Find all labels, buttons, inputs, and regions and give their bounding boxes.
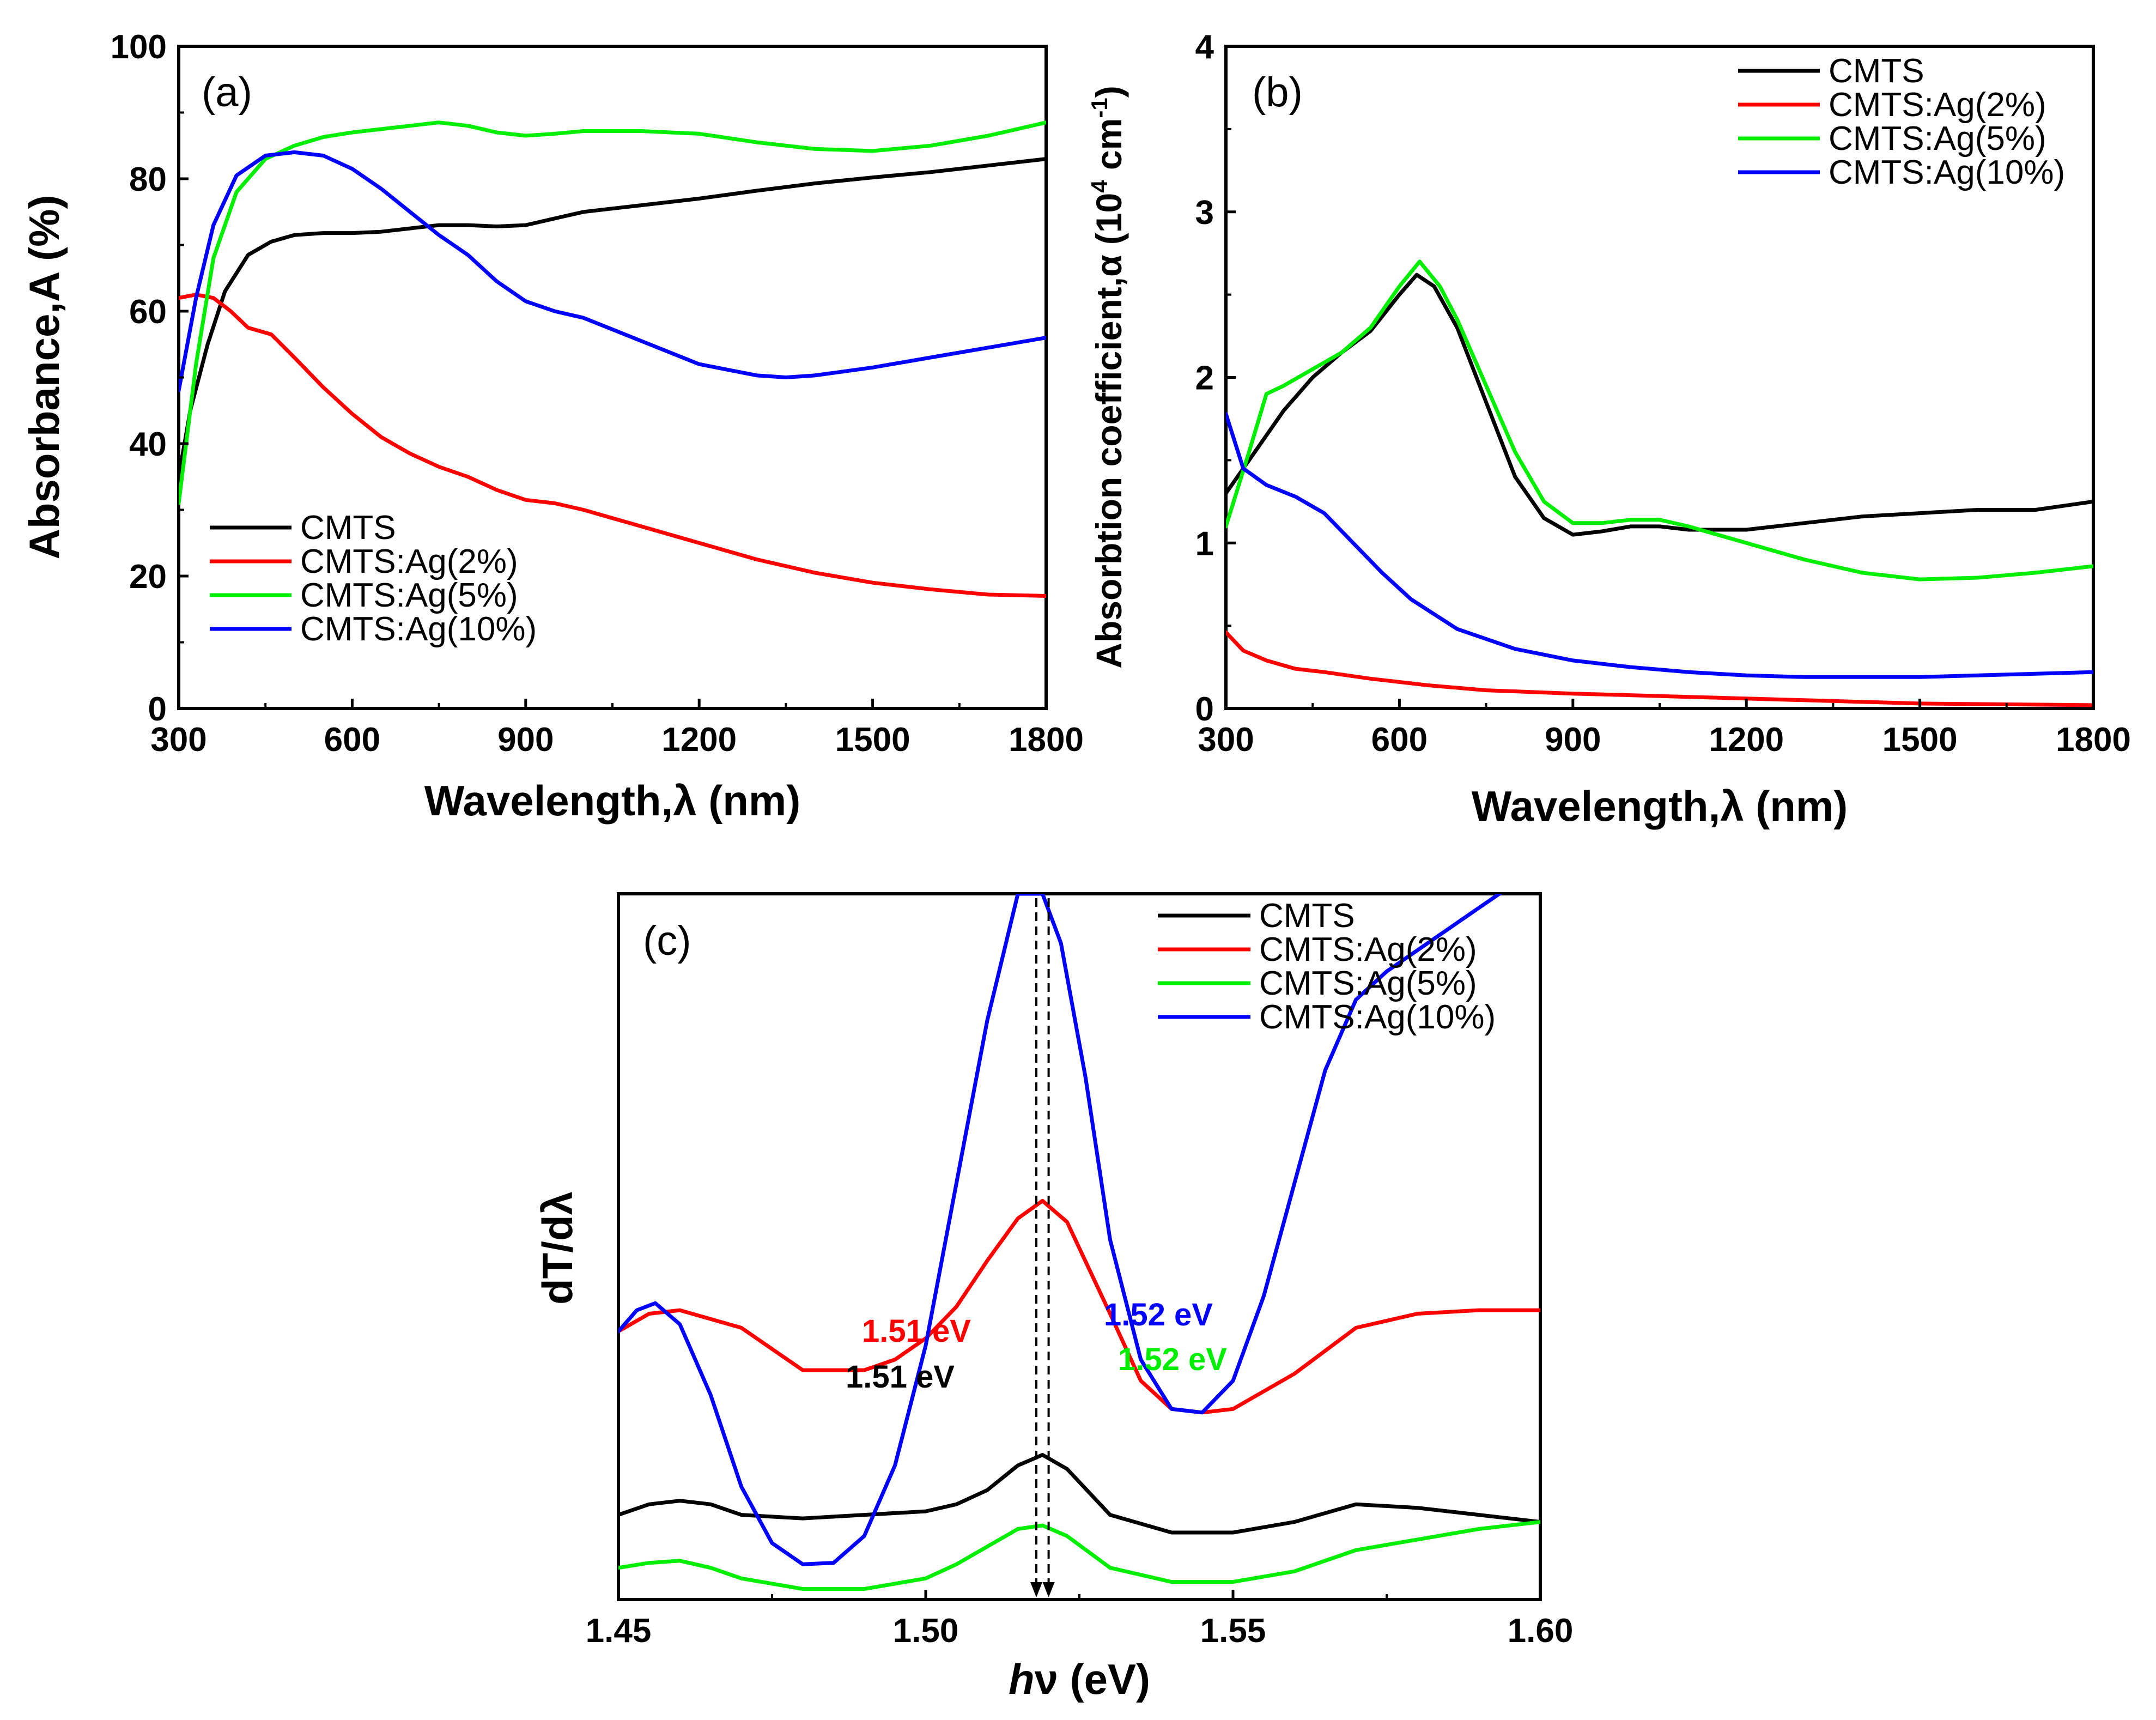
panel-a-y-tick-label: 40 xyxy=(129,426,167,463)
panel-b-y-title-sup1: 4 xyxy=(1086,180,1112,193)
panel-b-y-tick-label: 4 xyxy=(1195,28,1214,66)
panel-c-x-tick-label: 1.60 xyxy=(1508,1612,1574,1650)
annotation-2pct-gap: 1.51 eV xyxy=(862,1313,971,1349)
panel-c-x-title-italic: h xyxy=(1009,1655,1035,1703)
panel-a-series-cmts-ag-10 xyxy=(179,150,1046,393)
panel-c-x-tick-label: 1.45 xyxy=(586,1612,652,1650)
panel-b-series-cmts-ag-10 xyxy=(1226,411,2093,679)
panel-a-y-axis-title: Absorbance,A (%) xyxy=(20,195,68,560)
panel-b-curves xyxy=(1226,259,2093,707)
panel-b-legend-label-cmts-ag-10: CMTS:Ag(10%) xyxy=(1829,154,2065,191)
panel-b: 300 600 900 1200 1500 1800 0 1 2 3 4 (b) Wavelengt… xyxy=(1086,28,2131,830)
panel-b-y-title-part2: cm xyxy=(1089,118,1129,180)
panel-b-y-axis-title: Absorbtion coefficient,α (104 cm-1) xyxy=(1086,86,1129,668)
panel-a: 300 600 900 1200 1500 1800 0 20 40 60 80 100 (a) Wa… xyxy=(20,28,1084,825)
panel-a-y-tick-label: 20 xyxy=(129,558,167,596)
panel-a-legend-label-cmts-ag-10: CMTS:Ag(10%) xyxy=(300,610,537,648)
panel-b-series-cmts-ag-5 xyxy=(1226,259,2093,582)
panel-b-y-title-sup2: -1 xyxy=(1086,98,1112,118)
panel-b-series-cmts-ag-2 xyxy=(1226,630,2093,707)
panel-b-legend-label-cmts-ag-5: CMTS:Ag(5%) xyxy=(1829,120,2046,158)
panel-b-y-tick-label: 0 xyxy=(1195,691,1214,728)
panel-a-y-tick-label: 0 xyxy=(148,691,167,728)
panel-c-series-cmts xyxy=(618,1453,1540,1535)
annotation-5pct-gap: 1.52 eV xyxy=(1118,1342,1227,1377)
annotation-10pct-gap: 1.52 eV xyxy=(1104,1297,1213,1333)
panel-a-series-cmts-ag-2 xyxy=(179,293,1046,598)
panel-a-curves xyxy=(179,120,1046,598)
panel-c-legend-label-cmts-ag-5: CMTS:Ag(5%) xyxy=(1259,965,1477,1002)
panel-c-series-cmts-ag-2 xyxy=(618,1198,1540,1415)
panel-a-y-tick-label: 80 xyxy=(129,161,167,198)
panel-b-legend-label-cmts: CMTS xyxy=(1829,52,1924,90)
panel-c-gap-marker-arrowhead xyxy=(1042,1582,1055,1597)
panel-b-label: (b) xyxy=(1252,69,1303,116)
panel-c-legend-label-cmts-ag-10: CMTS:Ag(10%) xyxy=(1259,998,1496,1036)
panel-a-y-tick-label: 60 xyxy=(129,293,167,331)
panel-c-x-axis-title: hν (eV) xyxy=(1009,1655,1150,1703)
panel-b-y-title-part1: Absorbtion coefficient,α (10 xyxy=(1089,193,1129,669)
panel-c-y-axis-title: dT/dλ xyxy=(533,1191,581,1305)
panel-b-series-cmts xyxy=(1226,272,2093,537)
panel-a-series-cmts xyxy=(179,157,1046,479)
panel-a-ticks: 300 600 900 1200 1500 1800 0 20 40 60 80 100 xyxy=(111,28,1084,759)
panel-c-curves xyxy=(618,894,1540,1591)
panel-b-y-tick-label: 3 xyxy=(1195,194,1214,232)
panel-a-series-cmts-ag-5 xyxy=(179,120,1046,505)
panel-a-legend-label-cmts-ag-5: CMTS:Ag(5%) xyxy=(300,577,518,614)
panel-c-x-tick-label: 1.50 xyxy=(893,1612,959,1650)
panel-c-ticks: 1.45 1.50 1.55 1.60 xyxy=(586,1590,1574,1650)
panel-a-x-tick-label: 600 xyxy=(324,721,380,759)
panel-c-marker-lines xyxy=(1030,898,1055,1597)
panel-a-x-tick-label: 300 xyxy=(150,721,207,759)
panel-a-legend-label-cmts: CMTS xyxy=(300,509,396,547)
panel-b-y-tick-label: 1 xyxy=(1195,525,1214,562)
panel-a-x-tick-label: 1500 xyxy=(835,721,910,759)
panel-c-gap-marker-arrowhead xyxy=(1030,1582,1043,1597)
panel-b-x-tick-label: 1800 xyxy=(2056,721,2131,759)
panel-b-x-tick-label: 600 xyxy=(1371,721,1428,759)
panel-b-x-tick-label: 300 xyxy=(1198,721,1254,759)
annotation-cmts-gap: 1.51 eV xyxy=(846,1359,955,1395)
panel-a-x-tick-label: 1200 xyxy=(661,721,737,759)
panel-a-label: (a) xyxy=(202,69,252,116)
panel-b-y-title-part3: ) xyxy=(1089,86,1129,98)
panel-b-x-axis-title: Wavelength,λ (nm) xyxy=(1472,782,1848,830)
panel-a-y-tick-label: 100 xyxy=(111,28,167,66)
panel-b-x-tick-label: 1500 xyxy=(1882,721,1958,759)
panel-c-legend-label-cmts: CMTS xyxy=(1259,897,1355,935)
panel-b-x-tick-label: 900 xyxy=(1545,721,1601,759)
panel-c-x-title-rest: ν (eV) xyxy=(1035,1655,1150,1703)
panel-b-legend-label-cmts-ag-2: CMTS:Ag(2%) xyxy=(1829,86,2046,124)
panel-a-x-tick-label: 1800 xyxy=(1009,721,1084,759)
panel-b-x-tick-label: 1200 xyxy=(1709,721,1784,759)
panel-c-series-cmts-ag-10 xyxy=(618,894,1503,1566)
panel-c: 1.45 1.50 1.55 1.60 (c) hν (eV) dT/dλ CMTSC… xyxy=(533,892,1574,1703)
panel-b-ticks: 300 600 900 1200 1500 1800 0 1 2 3 4 xyxy=(1195,28,2131,759)
panel-a-x-tick-label: 900 xyxy=(497,721,554,759)
panel-c-legend-label-cmts-ag-2: CMTS:Ag(2%) xyxy=(1259,931,1477,968)
panel-c-series-cmts-ag-5 xyxy=(618,1520,1540,1591)
panel-a-legend-label-cmts-ag-2: CMTS:Ag(2%) xyxy=(300,543,518,580)
panel-a-x-axis-title: Wavelength,λ (nm) xyxy=(424,777,801,825)
panel-c-label: (c) xyxy=(643,918,691,964)
panel-c-x-tick-label: 1.55 xyxy=(1200,1612,1266,1650)
panel-b-y-tick-label: 2 xyxy=(1195,360,1214,397)
